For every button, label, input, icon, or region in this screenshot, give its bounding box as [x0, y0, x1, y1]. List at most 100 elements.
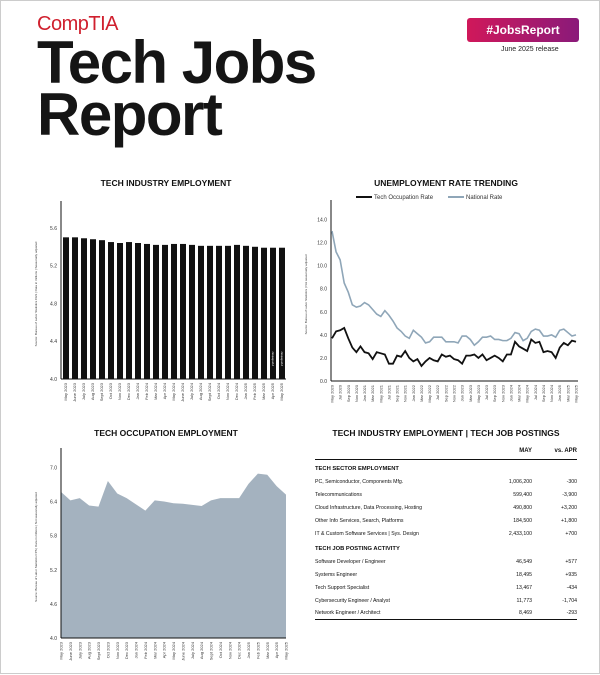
x-tick-label: Jan 2023 — [460, 384, 465, 401]
row-label: Software Developer / Engineer — [315, 558, 386, 565]
bar — [162, 244, 168, 379]
x-tick-label: June 2023 — [72, 382, 77, 401]
y-tick-label: 4.6 — [50, 602, 57, 608]
row-label: Tech Support Specialist — [315, 584, 370, 591]
bar — [126, 242, 132, 379]
row-vs-apr: +577 — [565, 558, 577, 565]
postings-group-title: TECH JOB POSTING ACTIVITY — [315, 546, 400, 552]
x-tick-label: Feb 2024 — [143, 641, 148, 659]
table-row: PC, Semiconductor, Components Mfg. 1,006,… — [315, 475, 577, 488]
x-tick-label: Jul 2022 — [435, 384, 440, 400]
bar — [243, 245, 249, 379]
bar — [99, 240, 105, 379]
bar — [198, 245, 204, 379]
area-chart-title: TECH OCCUPATION EMPLOYMENT — [94, 428, 238, 438]
x-tick-label: Dec 2024 — [237, 641, 242, 659]
x-tick-label: June 2023 — [68, 641, 73, 660]
col-vs-apr: vs. APR — [554, 448, 577, 454]
table-row: Network Engineer / Architect 8,469 -293 — [315, 607, 577, 620]
y-tick-label: 6.0 — [320, 310, 327, 316]
row-label: Telecommunications — [315, 491, 362, 498]
x-tick-label: May 2025 — [279, 382, 284, 400]
bar — [261, 247, 267, 379]
x-tick-label: Oct 2023 — [105, 641, 110, 658]
row-label: Cybersecurity Engineer / Analyst — [315, 597, 390, 604]
y-tick-label: 5.2 — [50, 264, 57, 270]
row-label: Systems Engineer — [315, 571, 358, 578]
x-tick-label: Sep 2022 — [443, 384, 448, 402]
x-tick-label: Dec 2024 — [234, 382, 239, 400]
table-row: IT & Custom Software Services | Sys. Des… — [315, 527, 577, 540]
x-tick-label: Nov 2024 — [225, 382, 230, 400]
title-line-2: Report — [37, 81, 223, 148]
x-tick-label: Jan 2025 — [243, 382, 248, 399]
x-tick-label: Oct 2024 — [216, 382, 221, 399]
x-tick-label: Sept 2023 — [99, 382, 104, 401]
row-may: 8,469 — [519, 610, 532, 616]
col-may: MAY — [519, 448, 532, 454]
x-tick-label: Sep 2023 — [492, 384, 497, 402]
row-vs-apr: +1,800 — [560, 517, 577, 524]
x-tick-label: Jul 2024 — [533, 384, 538, 400]
x-tick-label: Sept 2024 — [207, 382, 212, 401]
x-tick-label: May 2025 — [284, 641, 289, 659]
row-vs-apr: +3,200 — [560, 504, 577, 511]
y-tick-label: 5.6 — [50, 226, 57, 232]
y-tick-label: 2.0 — [320, 356, 327, 362]
row-vs-apr: -434 — [566, 584, 577, 591]
y-tick-label: 14.0 — [317, 218, 327, 224]
table-row: Cybersecurity Engineer / Analyst 11,773 -1… — [315, 594, 577, 607]
y-axis-label: Source: Bureau of Labor Statistics | Not… — [304, 254, 308, 334]
x-tick-label: June 2024 — [180, 641, 185, 660]
x-tick-label: Jan 2025 — [246, 641, 251, 658]
x-tick-label: May 2022 — [427, 384, 432, 402]
x-tick-label: Nov 2022 — [452, 384, 457, 402]
x-tick-label: Apr 2025 — [270, 382, 275, 399]
row-label: Cloud Infrastructure, Data Processing, H… — [315, 504, 422, 511]
table-header: MAY vs. APR — [315, 448, 577, 460]
x-tick-label: Nov 2023 — [500, 384, 505, 402]
bar — [72, 237, 78, 379]
bar — [279, 247, 285, 379]
bar — [108, 242, 114, 379]
x-tick-label: Jan 2022 — [411, 384, 416, 401]
x-tick-label: Apr 2024 — [162, 382, 167, 399]
x-tick-label: Feb 2024 — [144, 382, 149, 400]
y-tick-label: 4.0 — [50, 377, 57, 383]
y-axis-label: Source: Bureau of Labor Statistics CPS |… — [34, 492, 38, 602]
row-vs-apr: -1,704 — [562, 597, 577, 604]
row-vs-apr: +935 — [565, 571, 577, 578]
row-label: Network Engineer / Architect — [315, 610, 381, 616]
bar — [81, 238, 87, 379]
bar-chart-title: TECH INDUSTRY EMPLOYMENT — [100, 178, 232, 188]
x-tick-label: Mar 2025 — [261, 382, 266, 400]
legend-label: National Rate — [466, 195, 503, 201]
x-tick-label: Jan 2021 — [362, 384, 367, 401]
bar — [90, 239, 96, 379]
bar — [207, 245, 213, 379]
x-tick-label: Nov 2023 — [115, 641, 120, 659]
row-vs-apr: +700 — [565, 530, 577, 537]
x-tick-label: Apr 2025 — [274, 641, 279, 658]
row-may: 18,495 — [516, 571, 532, 578]
x-tick-label: Jan 2024 — [135, 382, 140, 399]
preliminary-label: p-preliminary — [281, 351, 284, 366]
y-tick-label: 7.0 — [50, 465, 57, 471]
line-chart-title: UNEMPLOYMENT RATE TRENDING — [374, 178, 518, 188]
y-tick-label: 0.0 — [320, 379, 327, 385]
bar — [216, 245, 222, 379]
x-tick-label: Aug 2023 — [90, 382, 95, 400]
jobs-report-badge: #JobsReport — [467, 18, 579, 42]
x-tick-label: Mar 2022 — [419, 384, 424, 402]
x-tick-label: Feb 2025 — [255, 641, 260, 659]
row-vs-apr: -293 — [566, 610, 577, 616]
x-tick-label: Jan 2025 — [557, 384, 562, 401]
bar — [234, 244, 240, 379]
x-tick-label: Oct 2023 — [108, 382, 113, 399]
page-title: Tech Jobs Report — [37, 33, 317, 148]
row-may: 46,549 — [516, 558, 532, 565]
row-label: IT & Custom Software Services | Sys. Des… — [315, 530, 419, 537]
x-tick-label: Jan 2024 — [508, 384, 513, 401]
